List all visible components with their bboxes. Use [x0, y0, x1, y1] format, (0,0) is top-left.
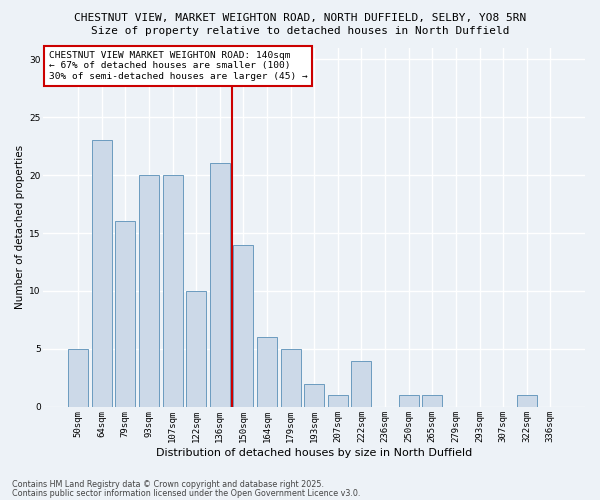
Bar [398, 396, 419, 407]
Bar [233, 244, 253, 407]
Bar [352, 360, 371, 407]
Bar [92, 140, 112, 407]
Bar [68, 349, 88, 407]
Text: CHESTNUT VIEW MARKET WEIGHTON ROAD: 140sqm
← 67% of detached houses are smaller : CHESTNUT VIEW MARKET WEIGHTON ROAD: 140s… [49, 51, 308, 81]
Bar [304, 384, 324, 407]
Bar [186, 291, 206, 407]
Bar [210, 164, 230, 407]
Bar [328, 396, 348, 407]
Bar [115, 222, 136, 407]
Y-axis label: Number of detached properties: Number of detached properties [15, 145, 25, 310]
Text: CHESTNUT VIEW, MARKET WEIGHTON ROAD, NORTH DUFFIELD, SELBY, YO8 5RN: CHESTNUT VIEW, MARKET WEIGHTON ROAD, NOR… [74, 12, 526, 22]
Bar [422, 396, 442, 407]
Bar [517, 396, 537, 407]
Text: Contains public sector information licensed under the Open Government Licence v3: Contains public sector information licen… [12, 489, 361, 498]
Bar [163, 175, 182, 407]
Bar [257, 338, 277, 407]
Bar [281, 349, 301, 407]
X-axis label: Distribution of detached houses by size in North Duffield: Distribution of detached houses by size … [156, 448, 472, 458]
Bar [139, 175, 159, 407]
Text: Size of property relative to detached houses in North Duffield: Size of property relative to detached ho… [91, 26, 509, 36]
Text: Contains HM Land Registry data © Crown copyright and database right 2025.: Contains HM Land Registry data © Crown c… [12, 480, 324, 489]
